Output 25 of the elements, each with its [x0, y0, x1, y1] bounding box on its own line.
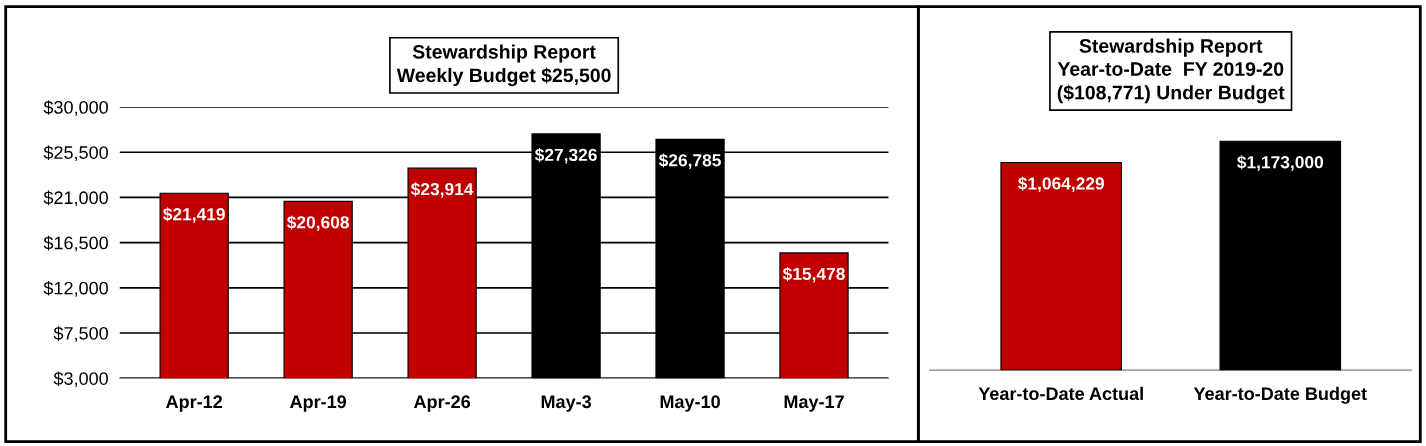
y-tick-label: $25,500	[43, 145, 108, 162]
x-tick-label: May-10	[660, 395, 720, 412]
data-label: $1,064,229	[1017, 176, 1105, 193]
y-tick-label: $12,000	[43, 280, 108, 297]
y-tick-label: $30,000	[43, 100, 108, 116]
x-tick-label: Apr-19	[289, 395, 347, 412]
data-label: $21,419	[163, 207, 225, 223]
y-tick-label: $16,500	[43, 235, 108, 252]
data-label: $26,785	[658, 153, 721, 169]
data-label: $15,478	[782, 266, 845, 283]
x-tick-label: May-17	[784, 395, 844, 412]
chart-title: Stewardship Report Year-to-Date FY 2019-20 ($108,771) Under Budget	[1057, 38, 1285, 104]
y-tick-label: $7,500	[53, 326, 108, 342]
x-tick-label: Apr-26	[413, 395, 471, 412]
data-label: $20,608	[286, 215, 349, 232]
chart-title: Stewardship Report Weekly Budget $25,500	[396, 44, 611, 87]
x-tick-label: Apr-12	[166, 395, 223, 412]
y-tick-label: $21,000	[43, 190, 108, 207]
data-label: $1,173,000	[1237, 155, 1324, 171]
y-tick-label: $3,000	[53, 371, 108, 388]
x-tick-label: Year-to-Date Budget	[1193, 386, 1367, 404]
x-tick-label: Year-to-Date Actual	[978, 386, 1143, 401]
data-label: $27,326	[534, 147, 597, 164]
x-tick-label: May-3	[541, 395, 592, 412]
data-label: $23,914	[410, 182, 474, 198]
